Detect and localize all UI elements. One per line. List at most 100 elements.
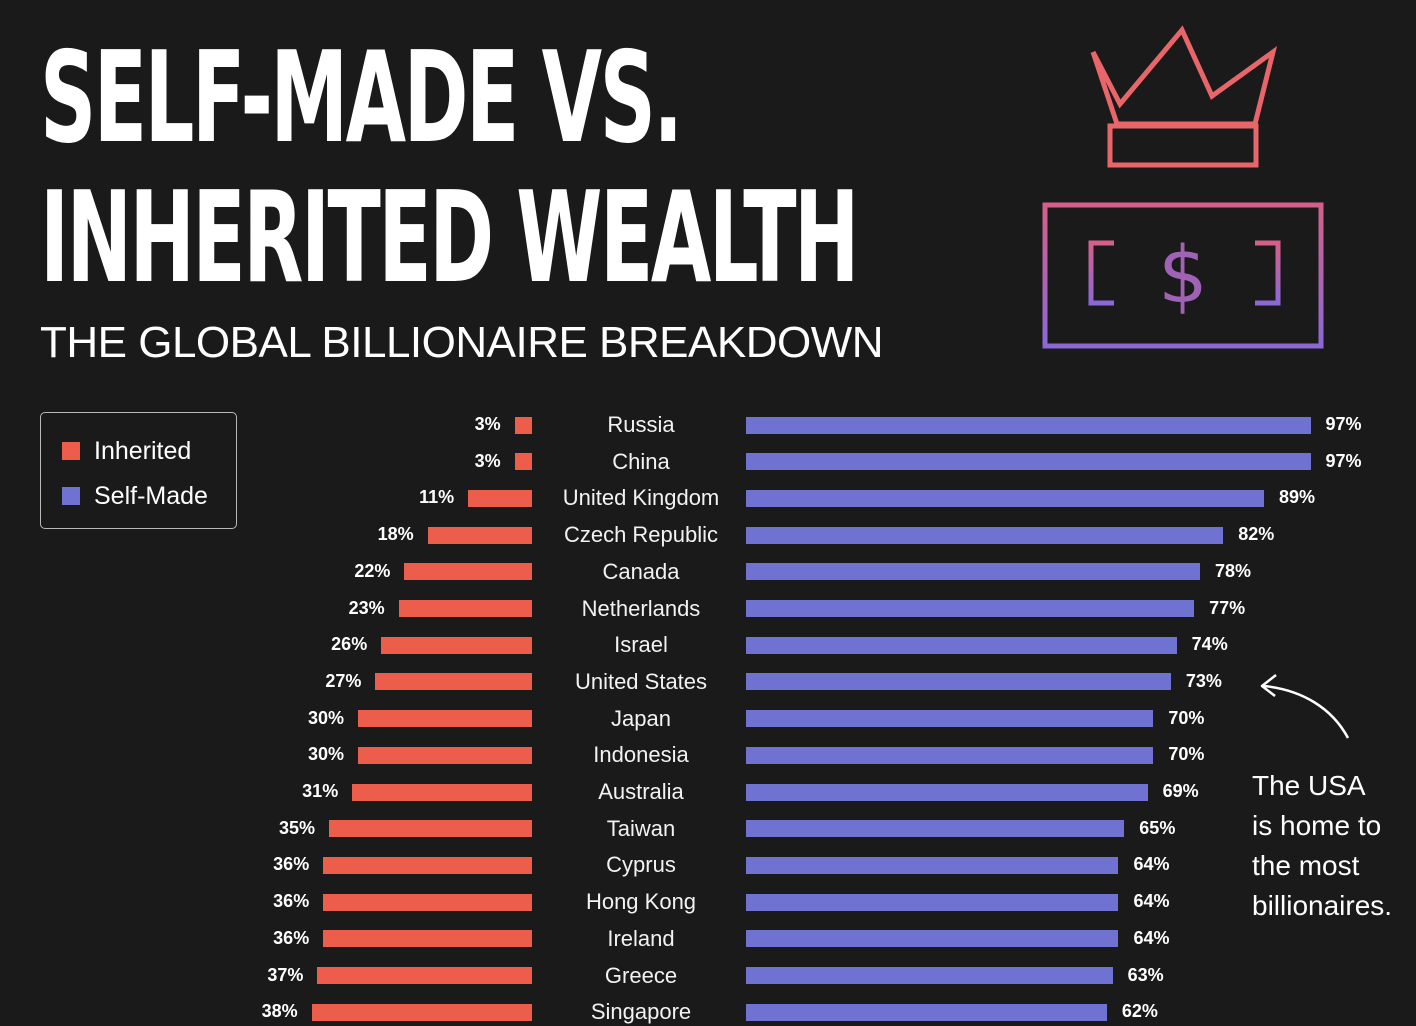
category-label: Cyprus [606, 852, 676, 878]
category-label: Greece [604, 962, 678, 988]
dollar-sign: $ [1158, 231, 1208, 321]
category-label: Hong Kong [585, 889, 697, 915]
data-label-self-made: 74% [1191, 634, 1228, 655]
bar-inherited [381, 636, 532, 654]
bar-inherited [329, 820, 532, 838]
bar-self-made [746, 856, 1119, 874]
legend-swatch-inherited [62, 442, 80, 460]
bar-self-made [746, 416, 1311, 434]
data-label-self-made: 64% [1133, 927, 1170, 948]
data-label-self-made: 70% [1168, 707, 1205, 728]
bar-inherited [352, 783, 532, 801]
legend-label-inherited: Inherited [94, 436, 192, 465]
data-label-inherited: 22% [354, 560, 391, 581]
bar-self-made [746, 453, 1311, 471]
bar-inherited [398, 600, 532, 617]
data-label-self-made: 77% [1209, 597, 1246, 618]
bar-self-made [746, 636, 1177, 654]
title-line-2: INHERITED WEALTH [40, 164, 859, 311]
bar-inherited [358, 710, 532, 728]
chart-legend: Inherited Self-Made [40, 412, 237, 529]
bar-inherited [375, 673, 532, 691]
bar-self-made [746, 489, 1264, 507]
category-label: Australia [598, 779, 684, 804]
data-label-inherited: 37% [267, 964, 304, 985]
bar-inherited [514, 416, 532, 434]
annotation-line-4: billionaires. [1252, 890, 1393, 921]
bar-inherited [358, 746, 532, 764]
crown-icon [1090, 25, 1278, 168]
bar-inherited [514, 453, 532, 471]
annotation-line-2: is home to [1252, 810, 1382, 841]
bar-inherited [468, 489, 532, 507]
data-label-inherited: 36% [273, 891, 310, 912]
bar-self-made [746, 930, 1119, 948]
bar-inherited [404, 563, 532, 581]
page-title: SELF-MADE VS. INHERITED WEALTH [40, 24, 859, 311]
data-label-inherited: 31% [302, 781, 339, 801]
category-label: China [612, 448, 670, 474]
category-label: United Kingdom [562, 485, 720, 511]
category-label: Russia [607, 412, 675, 437]
data-label-inherited: 38% [261, 1001, 298, 1022]
header-illustration: $ [1042, 25, 1324, 349]
bar-self-made [746, 746, 1154, 764]
annotation-arrow [1260, 674, 1350, 739]
legend-label-self-made: Self-Made [94, 481, 208, 510]
bar-self-made [746, 783, 1148, 801]
category-label: Taiwan [606, 815, 676, 841]
annotation-line-3: the most [1252, 850, 1360, 881]
bar-inherited [323, 930, 532, 948]
data-label-self-made: 89% [1278, 487, 1315, 508]
data-label-self-made: 62% [1121, 1001, 1158, 1022]
category-label: United States [574, 668, 708, 694]
category-label: Czech Republic [563, 522, 719, 548]
data-label-self-made: 64% [1133, 891, 1170, 912]
data-label-self-made: 78% [1214, 560, 1251, 581]
data-label-self-made: 69% [1162, 781, 1199, 801]
data-label-self-made: 73% [1185, 670, 1222, 691]
bar-self-made [746, 563, 1200, 581]
bar-self-made [746, 967, 1113, 984]
data-label-inherited: 36% [273, 927, 310, 948]
data-label-inherited: 30% [307, 744, 344, 765]
category-label: Japan [611, 705, 671, 731]
legend-item-inherited: Inherited [62, 436, 192, 465]
bar-self-made [746, 710, 1154, 728]
data-label-self-made: 65% [1139, 817, 1176, 838]
bar-inherited [311, 1003, 532, 1021]
data-label-inherited: 30% [307, 707, 344, 728]
bar-self-made [746, 526, 1224, 544]
category-label: Netherlands [581, 595, 701, 621]
category-label: Ireland [607, 925, 675, 951]
annotation-line-1: The USA [1252, 770, 1366, 801]
data-label-self-made: 97% [1325, 450, 1362, 471]
category-label: Israel [614, 632, 668, 658]
data-label-self-made: 63% [1127, 964, 1164, 985]
data-label-self-made: 64% [1133, 854, 1170, 875]
bar-self-made [746, 893, 1119, 911]
data-label-inherited: 23% [348, 597, 385, 618]
data-label-self-made: 82% [1238, 524, 1275, 545]
data-label-inherited: 3% [474, 414, 501, 434]
bar-inherited [323, 893, 532, 911]
data-label-inherited: 35% [278, 817, 315, 838]
dollar-bill-icon [1042, 202, 1324, 349]
bar-self-made [746, 600, 1195, 617]
legend-item-self-made: Self-Made [62, 481, 208, 510]
data-label-inherited: 36% [273, 854, 310, 875]
bar-self-made [746, 1003, 1107, 1021]
bar-self-made [746, 820, 1125, 838]
legend-swatch-self-made [62, 487, 80, 505]
data-label-inherited: 27% [325, 670, 362, 691]
usa-annotation: The USA is home to the most billionaires… [1252, 766, 1412, 926]
data-label-inherited: 3% [474, 450, 501, 471]
category-label: Indonesia [593, 742, 689, 768]
bar-inherited [317, 967, 532, 984]
data-label-self-made: 97% [1325, 414, 1362, 434]
title-line-1: SELF-MADE VS. [40, 24, 683, 171]
category-label: Canada [602, 558, 680, 584]
data-label-inherited: 11% [419, 487, 455, 508]
bar-self-made [746, 673, 1171, 691]
data-label-inherited: 18% [377, 524, 414, 545]
